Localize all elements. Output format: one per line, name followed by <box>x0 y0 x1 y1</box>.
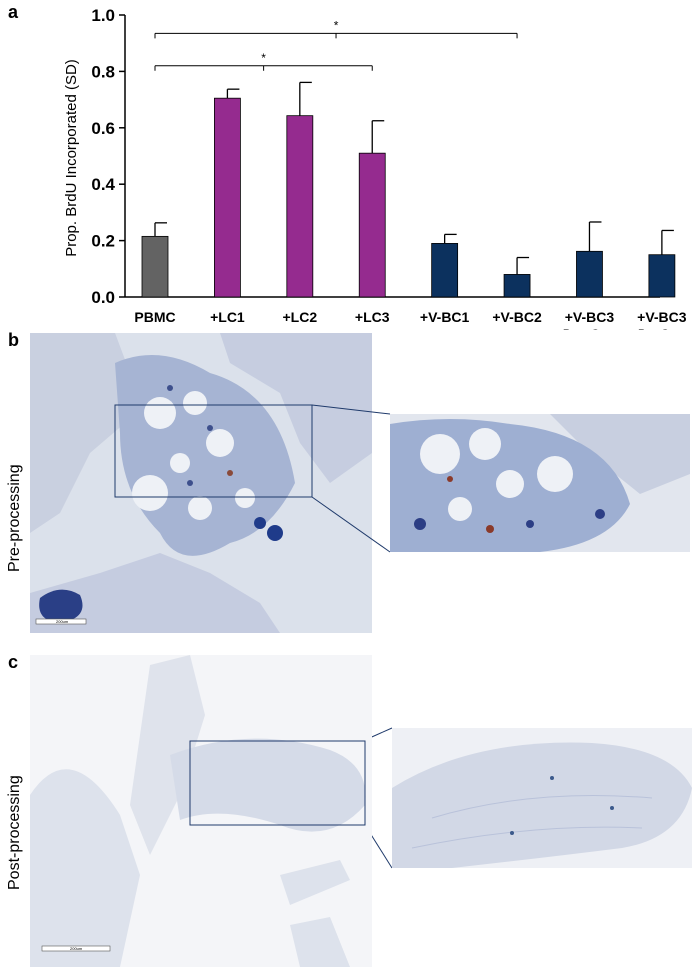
y-tick-label: 0.4 <box>91 175 115 194</box>
panel-letter-a: a <box>8 2 19 22</box>
bar <box>648 254 676 298</box>
post-processing-label: Post-processing <box>6 775 23 890</box>
bar <box>431 243 459 298</box>
y-tick-label: 0.8 <box>91 62 115 81</box>
x-tick-label: +LC1 <box>210 309 245 325</box>
chart-bars <box>141 81 676 298</box>
scale-bar-label-c: 200um <box>70 946 83 951</box>
y-axis-label: Prop. BrdU Incorporated (SD) <box>63 59 80 257</box>
scale-bar-label-b: 200um <box>56 619 69 624</box>
post-processing-inset <box>392 728 692 868</box>
pre-processing-micrograph: 200um <box>30 333 372 633</box>
bar <box>358 152 386 298</box>
x-tick-label: +V-BC3 <box>637 309 687 325</box>
y-tick-label: 0.6 <box>91 119 115 138</box>
x-tick-label: +LC2 <box>283 309 318 325</box>
significance-star: * <box>334 18 339 32</box>
panel-letter-c: c <box>8 652 19 672</box>
chart-labels: PBMC +LC1 +LC2 +LC3 +V-BC1 +V-BC2 +V-BC3 Post-C… <box>134 18 686 330</box>
bar <box>286 115 314 298</box>
post-processing-micrograph: 200um <box>30 655 372 967</box>
y-tick-label: 1.0 <box>91 6 115 25</box>
significance-star: * <box>261 51 266 65</box>
x-tick-label: +V-BC2 <box>492 309 542 325</box>
brdu-bar-chart: 0.0 0.2 0.4 0.6 0.8 1.0 PBMC +LC1 +LC2 +LC3 +V-BC… <box>63 6 687 330</box>
x-tick-sublabel: Post-Cryo <box>563 327 617 330</box>
y-tick-label: 0.2 <box>91 232 115 251</box>
x-tick-label: +V-BC1 <box>420 309 470 325</box>
bar <box>576 250 603 298</box>
x-tick-sublabel: Pre-Cryo <box>638 327 686 330</box>
pre-processing-inset <box>390 414 690 552</box>
x-tick-label: +V-BC3 <box>565 309 615 325</box>
y-tick-label: 0.0 <box>91 288 115 307</box>
x-tick-label: PBMC <box>134 309 175 325</box>
panel-letter-b: b <box>8 330 19 350</box>
bar <box>214 97 241 298</box>
x-tick-label: +LC3 <box>355 309 390 325</box>
